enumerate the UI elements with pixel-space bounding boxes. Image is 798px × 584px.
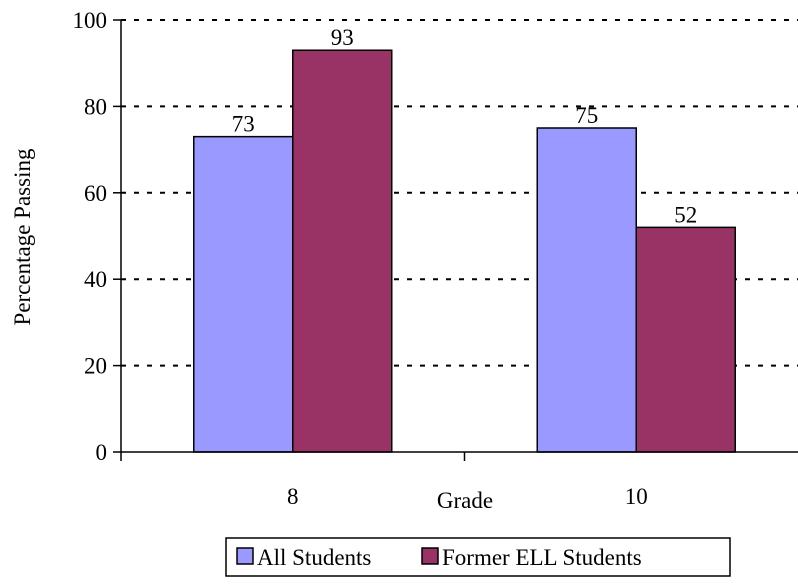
- bar-all-students-grade-8: [193, 135, 294, 453]
- y-tick-label: 100: [73, 8, 108, 33]
- legend-swatch-former-ell-students: [421, 547, 439, 565]
- y-tick-label: 40: [84, 267, 107, 292]
- data-label-all-students-grade-10: 75: [575, 103, 598, 128]
- data-label-all-students-grade-8: 73: [232, 112, 255, 137]
- x-tick-label: 8: [287, 484, 299, 509]
- y-tick-label: 20: [84, 354, 107, 379]
- legend: All Students Former ELL Students: [225, 537, 731, 577]
- x-axis-title: Grade: [437, 488, 493, 513]
- bars: [193, 49, 736, 453]
- y-ticks: 0 20 40 60 80 100: [73, 8, 121, 465]
- x-ticks: 8 10: [120, 452, 648, 509]
- bar-all-students-grade-10: [536, 127, 637, 453]
- legend-label-former-ell-students: Former ELL Students: [442, 545, 642, 570]
- legend-swatch-all-students: [236, 547, 254, 565]
- bar-former-ell-students-grade-10: [635, 226, 736, 453]
- bar-former-ell-students-grade-8: [292, 49, 393, 453]
- legend-frame: [225, 537, 731, 577]
- legend-label-all-students: All Students: [257, 545, 371, 570]
- x-tick-label: 10: [625, 484, 648, 509]
- y-tick-label: 80: [84, 94, 107, 119]
- y-axis-title: Percentage Passing: [10, 148, 35, 325]
- data-label-former-ell-students-grade-8: 93: [331, 25, 354, 50]
- y-tick-label: 60: [84, 181, 107, 206]
- data-label-former-ell-students-grade-10: 52: [674, 202, 697, 227]
- y-tick-label: 0: [96, 440, 108, 465]
- gridlines: [121, 19, 798, 367]
- data-labels: 73 93 75 52: [232, 25, 698, 227]
